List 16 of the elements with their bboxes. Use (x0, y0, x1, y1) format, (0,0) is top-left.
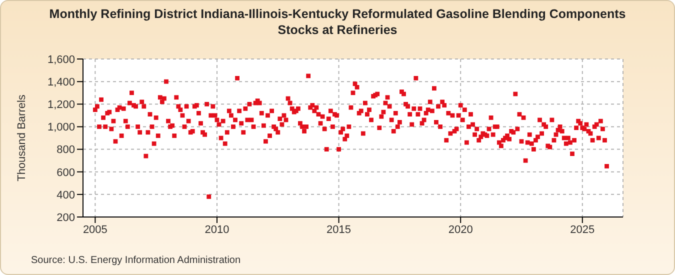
y-tick-label: 400 (56, 189, 75, 202)
x-tick-label: 2010 (204, 224, 230, 236)
y-axis-title: Thousand Barrels (16, 94, 28, 182)
x-tick-label: 2025 (570, 224, 595, 236)
x-tick-label: 2015 (326, 224, 352, 236)
y-tick-label: 200 (56, 212, 75, 224)
source-note: Source: U.S. Energy Information Administration (31, 255, 241, 266)
chart-title: Monthly Refining District Indiana-Illinois-Kentucky Reformulated Gasoline Blending Components Stocks at Refineries (48, 6, 627, 38)
y-tick-label: 800 (56, 144, 75, 156)
x-tick-label: 2020 (448, 224, 473, 236)
y-tick-label: 600 (56, 166, 75, 179)
y-tick-label: 1,400 (47, 76, 75, 88)
y-tick-label: 1,000 (47, 122, 75, 134)
x-tick-label: 2005 (82, 224, 108, 236)
y-tick-label: 1,600 (47, 54, 75, 66)
y-tick-label: 1,200 (47, 99, 75, 112)
